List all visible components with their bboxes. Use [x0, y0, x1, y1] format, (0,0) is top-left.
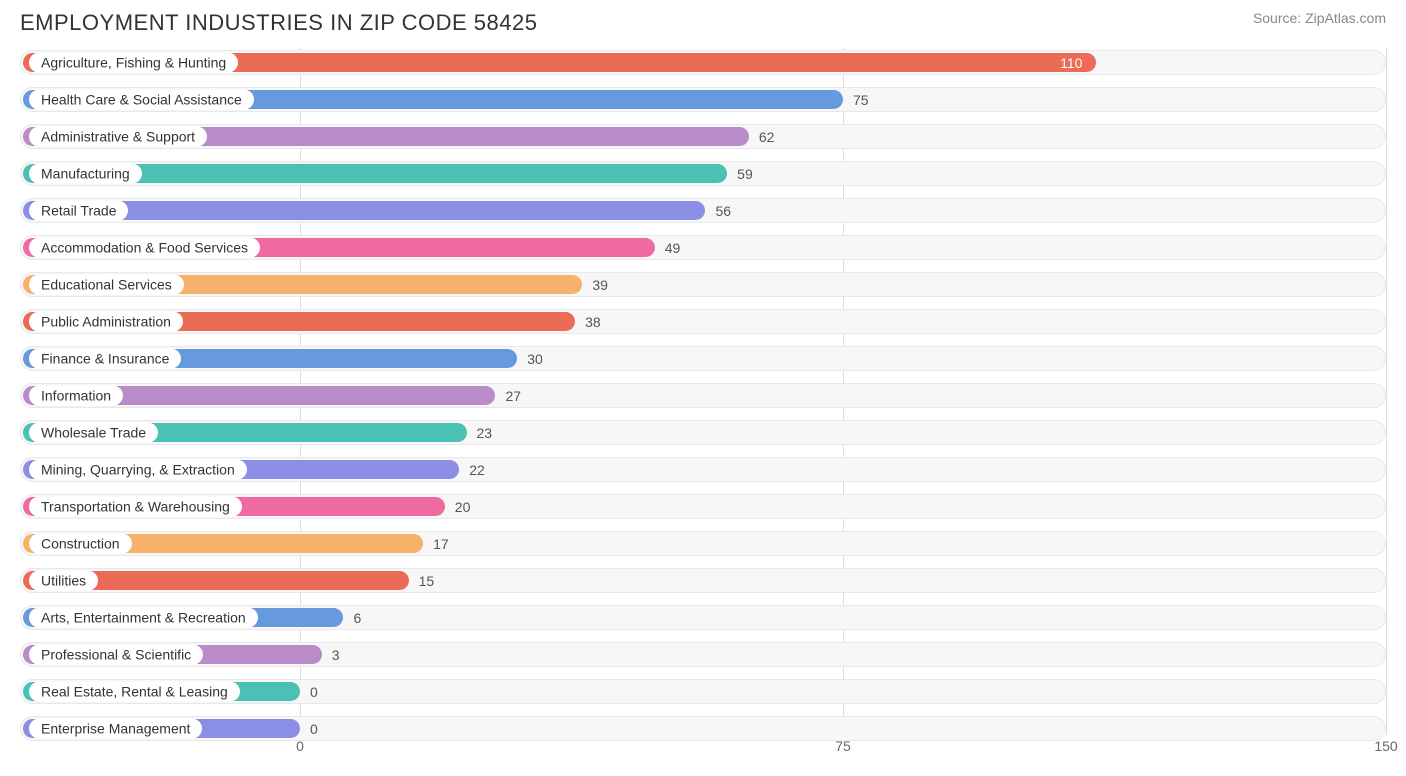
x-axis-tick-label: 75: [835, 738, 851, 754]
bar-row: Finance & Insurance 30: [20, 344, 1386, 373]
bar-label: Transportation & Warehousing: [29, 496, 242, 517]
bar-row: Health Care & Social Assistance 75: [20, 85, 1386, 114]
bar-value: 110: [1060, 55, 1082, 71]
bar-value: 27: [505, 388, 521, 404]
chart-area: Agriculture, Fishing & Hunting 110 Health …: [20, 48, 1386, 736]
bar-label: Real Estate, Rental & Leasing: [29, 681, 240, 702]
bar-value: 6: [353, 610, 361, 626]
bar-value: 62: [759, 129, 775, 145]
bar-row: Retail Trade 56: [20, 196, 1386, 225]
bar-value: 15: [419, 573, 435, 589]
bar-row: Information 27: [20, 381, 1386, 410]
x-axis-tick-label: 150: [1374, 738, 1397, 754]
bar-value: 17: [433, 536, 449, 552]
bar-value: 0: [310, 721, 318, 737]
bar-label: Agriculture, Fishing & Hunting: [29, 52, 238, 73]
bar-value: 49: [665, 240, 681, 256]
bar-label: Wholesale Trade: [29, 422, 158, 443]
gridline: [1386, 48, 1387, 736]
bar-value: 30: [527, 351, 543, 367]
chart-title: EMPLOYMENT INDUSTRIES IN ZIP CODE 58425: [20, 10, 538, 36]
bar-row: Arts, Entertainment & Recreation 6: [20, 603, 1386, 632]
bar-label: Public Administration: [29, 311, 183, 332]
bar-label: Construction: [29, 533, 132, 554]
bar-label: Information: [29, 385, 123, 406]
bar-row: Utilities 15: [20, 566, 1386, 595]
bar-row: Administrative & Support 62: [20, 122, 1386, 151]
bar-row: Manufacturing 59: [20, 159, 1386, 188]
bar-row: Agriculture, Fishing & Hunting 110: [20, 48, 1386, 77]
bar-label: Utilities: [29, 570, 98, 591]
bar-value: 38: [585, 314, 601, 330]
bar-label: Manufacturing: [29, 163, 142, 184]
chart-source: Source: ZipAtlas.com: [1253, 10, 1386, 26]
bar-label: Professional & Scientific: [29, 644, 203, 665]
x-axis: 075150: [20, 738, 1386, 758]
bar-row: Accommodation & Food Services 49: [20, 233, 1386, 262]
bar-label: Accommodation & Food Services: [29, 237, 260, 258]
bar-value: 22: [469, 462, 485, 478]
bar-row: Transportation & Warehousing 20: [20, 492, 1386, 521]
x-axis-tick-label: 0: [296, 738, 304, 754]
bar-value: 20: [455, 499, 471, 515]
bar-value: 0: [310, 684, 318, 700]
bar-label: Administrative & Support: [29, 126, 207, 147]
bar-row: Wholesale Trade 23: [20, 418, 1386, 447]
bar-value: 75: [853, 92, 869, 108]
bar-row: Educational Services 39: [20, 270, 1386, 299]
bar-label: Arts, Entertainment & Recreation: [29, 607, 258, 628]
bar-row: Construction 17: [20, 529, 1386, 558]
bar-value: 56: [715, 203, 731, 219]
bar-label: Enterprise Management: [29, 718, 202, 739]
bar-label: Finance & Insurance: [29, 348, 181, 369]
bar-value: 59: [737, 166, 753, 182]
bar-label: Health Care & Social Assistance: [29, 89, 254, 110]
bar-label: Mining, Quarrying, & Extraction: [29, 459, 247, 480]
bar-label: Educational Services: [29, 274, 184, 295]
bar-value: 23: [477, 425, 493, 441]
bar-row: Public Administration 38: [20, 307, 1386, 336]
bar-label: Retail Trade: [29, 200, 128, 221]
bar-row: Real Estate, Rental & Leasing 0: [20, 677, 1386, 706]
bar-value: 3: [332, 647, 340, 663]
bar-value: 39: [592, 277, 608, 293]
bar-row: Professional & Scientific 3: [20, 640, 1386, 669]
bar-row: Mining, Quarrying, & Extraction 22: [20, 455, 1386, 484]
